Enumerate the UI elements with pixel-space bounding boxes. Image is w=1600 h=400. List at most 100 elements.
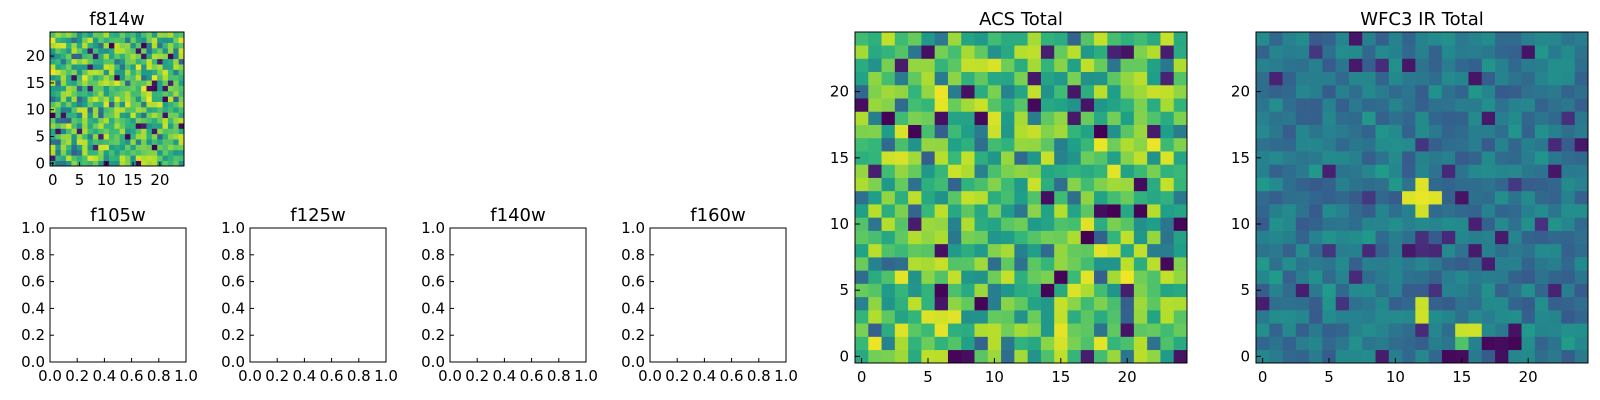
heatmap-cell xyxy=(1269,151,1283,165)
heatmap-cell xyxy=(55,101,62,108)
y-tick-label: 15 xyxy=(26,74,45,92)
heatmap-cell xyxy=(1335,164,1350,178)
heatmap-cell xyxy=(1027,45,1042,59)
heatmap-cells-f814w xyxy=(50,32,185,167)
heatmap-cell xyxy=(1014,243,1028,258)
heatmap-cell xyxy=(894,217,909,231)
heatmap-cell xyxy=(98,32,104,38)
heatmap-cell xyxy=(162,64,169,70)
heatmap-cell xyxy=(921,58,935,73)
heatmap-cell xyxy=(103,37,110,44)
heatmap-cell xyxy=(71,32,78,38)
heatmap-cell xyxy=(1534,124,1549,139)
heatmap-cell xyxy=(1001,296,1015,311)
heatmap-cell xyxy=(1455,230,1469,245)
heatmap-cell xyxy=(141,32,147,38)
heatmap-cell xyxy=(1335,71,1350,86)
heatmap-cell xyxy=(114,32,120,38)
heatmap-cell xyxy=(114,107,120,113)
heatmap-cell xyxy=(987,32,1002,46)
heatmap-cell xyxy=(98,74,104,81)
heatmap-cell xyxy=(130,42,137,49)
y-tick-label: 1.0 xyxy=(421,219,445,237)
heatmap-cell xyxy=(1282,45,1297,59)
panel-title: f105w xyxy=(90,205,145,226)
heatmap-cell xyxy=(921,177,935,192)
heatmap-cell xyxy=(1120,71,1135,86)
heatmap-cell xyxy=(1534,310,1549,324)
heatmap-cell xyxy=(934,71,949,86)
heatmap-cell xyxy=(1295,84,1310,99)
heatmap-cell xyxy=(92,123,99,129)
heatmap-cell xyxy=(1362,217,1376,231)
heatmap-cell xyxy=(974,32,989,46)
heatmap-cell xyxy=(50,69,56,76)
heatmap-cell xyxy=(1054,151,1068,165)
heatmap-cell xyxy=(908,257,922,271)
heatmap-cell xyxy=(1014,283,1028,298)
heatmap-cell xyxy=(1362,111,1376,125)
heatmap-cell xyxy=(1282,71,1297,86)
heatmap-cell xyxy=(1054,71,1068,86)
heatmap-cell xyxy=(947,58,962,73)
heatmap-cell xyxy=(1027,349,1042,364)
heatmap-cell xyxy=(76,144,83,151)
heatmap-cell xyxy=(1027,257,1042,271)
heatmap-cell xyxy=(1402,243,1416,258)
panel-title: f160w xyxy=(690,205,745,226)
heatmap-cell xyxy=(146,74,153,81)
heatmap-cell xyxy=(157,133,163,140)
heatmap-cell xyxy=(1481,32,1496,46)
heatmap-cell xyxy=(908,98,922,112)
heatmap-cell xyxy=(1309,71,1323,86)
heatmap-cell xyxy=(76,32,83,38)
heatmap-cell xyxy=(167,133,174,140)
heatmap-cell xyxy=(1348,111,1363,125)
heatmap-cell xyxy=(1428,190,1443,205)
heatmap-cell xyxy=(76,90,83,97)
heatmap-cell xyxy=(1133,217,1148,231)
heatmap-cell xyxy=(961,111,975,125)
heatmap-cell xyxy=(108,123,115,129)
heatmap-cell xyxy=(1133,204,1148,218)
heatmap-cell xyxy=(1133,283,1148,298)
heatmap-cell xyxy=(961,296,975,311)
heatmap-cell xyxy=(162,117,169,124)
heatmap-cell xyxy=(173,64,179,70)
heatmap-cell xyxy=(1054,296,1068,311)
heatmap-cell xyxy=(1173,71,1188,86)
heatmap-cell xyxy=(987,243,1002,258)
heatmap-cell xyxy=(1455,137,1469,152)
heatmap-cell xyxy=(1415,190,1429,205)
heatmap-cell xyxy=(1335,336,1350,351)
heatmap-cell xyxy=(1080,84,1095,99)
heatmap-cell xyxy=(162,123,169,129)
heatmap-cell xyxy=(103,107,110,113)
heatmap-cell xyxy=(108,32,115,38)
heatmap-cell xyxy=(855,98,869,112)
heatmap-cell xyxy=(71,42,78,49)
heatmap-cell xyxy=(1282,270,1297,284)
heatmap-cell xyxy=(87,48,94,54)
heatmap-cell xyxy=(119,80,126,86)
heatmap-cell xyxy=(1508,111,1522,125)
heatmap-cell xyxy=(855,270,869,284)
heatmap-cell xyxy=(119,37,126,44)
heatmap-cell xyxy=(894,270,909,284)
heatmap-cell xyxy=(1388,98,1403,112)
heatmap-cell xyxy=(1495,32,1509,46)
heatmap-cell xyxy=(66,117,72,124)
heatmap-cell xyxy=(1107,84,1121,99)
heatmap-cell xyxy=(173,155,179,161)
heatmap-cell xyxy=(894,124,909,139)
heatmap-cell xyxy=(173,48,179,54)
heatmap-cell xyxy=(151,37,158,44)
heatmap-cell xyxy=(1574,270,1589,284)
heatmap-cell xyxy=(1269,257,1283,271)
heatmap-cell xyxy=(1362,243,1376,258)
heatmap-cell xyxy=(1014,177,1028,192)
heatmap-cell xyxy=(947,257,962,271)
heatmap-cell xyxy=(146,107,153,113)
heatmap-cell xyxy=(178,74,185,81)
heatmap-cell xyxy=(961,323,975,337)
